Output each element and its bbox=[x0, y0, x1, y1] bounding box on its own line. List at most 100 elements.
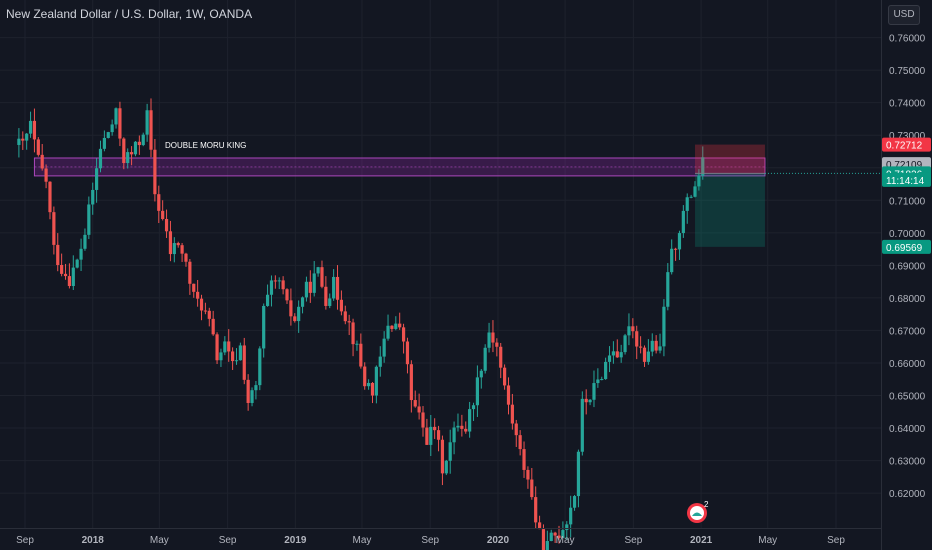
countdown-label: 11:14:14 bbox=[886, 176, 925, 187]
candle-body bbox=[530, 479, 534, 498]
candle-body bbox=[300, 297, 305, 307]
candle-body bbox=[611, 351, 616, 356]
candle-body bbox=[164, 218, 169, 232]
stop-price-label: 0.72712 bbox=[886, 141, 923, 152]
candle-body bbox=[227, 341, 231, 352]
x-tick-label: Sep bbox=[421, 535, 439, 546]
x-tick-label: May bbox=[758, 535, 777, 546]
candle-body bbox=[460, 425, 464, 429]
x-tick-label: Sep bbox=[827, 535, 845, 546]
candle-body bbox=[452, 427, 456, 443]
candle-body bbox=[592, 383, 596, 400]
candle-body bbox=[689, 196, 693, 198]
candle-body bbox=[17, 138, 21, 145]
candle-body bbox=[60, 265, 64, 274]
candle-body bbox=[557, 535, 561, 539]
y-tick-label: 0.64000 bbox=[889, 424, 926, 435]
candle-body bbox=[44, 168, 48, 182]
candle-body bbox=[421, 412, 425, 428]
candle-body bbox=[351, 322, 355, 345]
currency-button[interactable]: USD bbox=[888, 5, 920, 25]
y-tick-label: 0.62000 bbox=[889, 489, 926, 500]
candle-body bbox=[56, 244, 60, 266]
y-tick-label: 0.73000 bbox=[889, 131, 926, 142]
candle-body bbox=[413, 400, 417, 407]
candle-body bbox=[569, 507, 573, 525]
candle-body bbox=[126, 152, 130, 164]
candle-body bbox=[211, 318, 215, 335]
candle-body bbox=[367, 382, 371, 387]
x-tick-label: Sep bbox=[624, 535, 642, 546]
candle-body bbox=[580, 398, 584, 452]
candle-body bbox=[468, 409, 472, 432]
candle-body bbox=[572, 496, 577, 508]
candle-body bbox=[207, 310, 211, 319]
candle-body bbox=[265, 294, 270, 306]
candle-body bbox=[79, 248, 83, 260]
candle-body bbox=[180, 245, 184, 254]
candle-body bbox=[436, 430, 441, 440]
stop-price-label-bg bbox=[882, 137, 931, 152]
candle-body bbox=[289, 300, 293, 317]
y-tick-label: 0.70000 bbox=[889, 229, 926, 240]
candle-body bbox=[685, 197, 689, 211]
time-axis[interactable]: Sep 2018 May Sep 2019 May Sep 2020 May Sep 2021 May… bbox=[16, 535, 845, 546]
candle-body bbox=[106, 132, 110, 138]
candle-body bbox=[374, 366, 378, 396]
candle-body bbox=[172, 243, 176, 255]
candle-body bbox=[673, 248, 678, 250]
candle-body bbox=[378, 356, 382, 367]
x-tick-label: 2019 bbox=[284, 535, 307, 546]
position-layer bbox=[695, 144, 881, 247]
candle-body bbox=[91, 189, 95, 205]
candle-body bbox=[308, 281, 312, 293]
candle-body bbox=[623, 335, 627, 353]
x-tick-label: Sep bbox=[219, 535, 237, 546]
candle-body bbox=[316, 267, 320, 274]
candle-body bbox=[545, 541, 549, 550]
candle-body bbox=[503, 367, 507, 386]
chart-title: New Zealand Dollar / U.S. Dollar, 1W, OA… bbox=[6, 7, 253, 21]
candle-body bbox=[258, 348, 262, 386]
candle-body bbox=[192, 283, 196, 292]
candle-body bbox=[475, 377, 480, 406]
candle-body bbox=[363, 366, 367, 387]
candle-body bbox=[650, 340, 654, 352]
candle-body bbox=[25, 133, 29, 141]
countdown-label-bg bbox=[882, 172, 931, 187]
candle-body bbox=[332, 276, 336, 299]
target-price-label-bg bbox=[882, 239, 931, 254]
candle-body bbox=[149, 110, 153, 150]
zone-annotation[interactable]: DOUBLE MORU KING bbox=[165, 141, 246, 150]
alert-badge[interactable]: 2 bbox=[687, 500, 709, 523]
candle-body bbox=[87, 204, 91, 235]
candle-body bbox=[499, 346, 503, 368]
candle-body bbox=[456, 425, 460, 428]
candle-body bbox=[565, 524, 569, 531]
candle-body bbox=[48, 181, 52, 213]
candle-body bbox=[405, 341, 410, 365]
candle-body bbox=[114, 108, 118, 125]
current-price-label: 0.72109 bbox=[886, 160, 923, 171]
candle-body bbox=[328, 298, 332, 306]
candle-body bbox=[666, 272, 670, 307]
candle-body bbox=[199, 298, 204, 311]
candle-body bbox=[479, 370, 483, 378]
candle-body bbox=[433, 426, 437, 431]
candle-body bbox=[141, 134, 145, 146]
y-tick-label: 0.69000 bbox=[889, 261, 926, 272]
candle-body bbox=[506, 385, 511, 405]
y-tick-label: 0.68000 bbox=[889, 294, 926, 305]
price-axis[interactable]: 0.760000.750000.740000.730000.720000.710… bbox=[889, 34, 926, 500]
candle-layer bbox=[17, 98, 705, 550]
stop-loss-area bbox=[695, 144, 765, 174]
candle-body bbox=[281, 280, 285, 290]
candle-body bbox=[32, 120, 37, 140]
candle-body bbox=[541, 529, 546, 550]
candle-body bbox=[588, 399, 592, 403]
candle-body bbox=[386, 325, 390, 339]
candle-body bbox=[607, 355, 612, 362]
candle-body bbox=[615, 351, 619, 358]
